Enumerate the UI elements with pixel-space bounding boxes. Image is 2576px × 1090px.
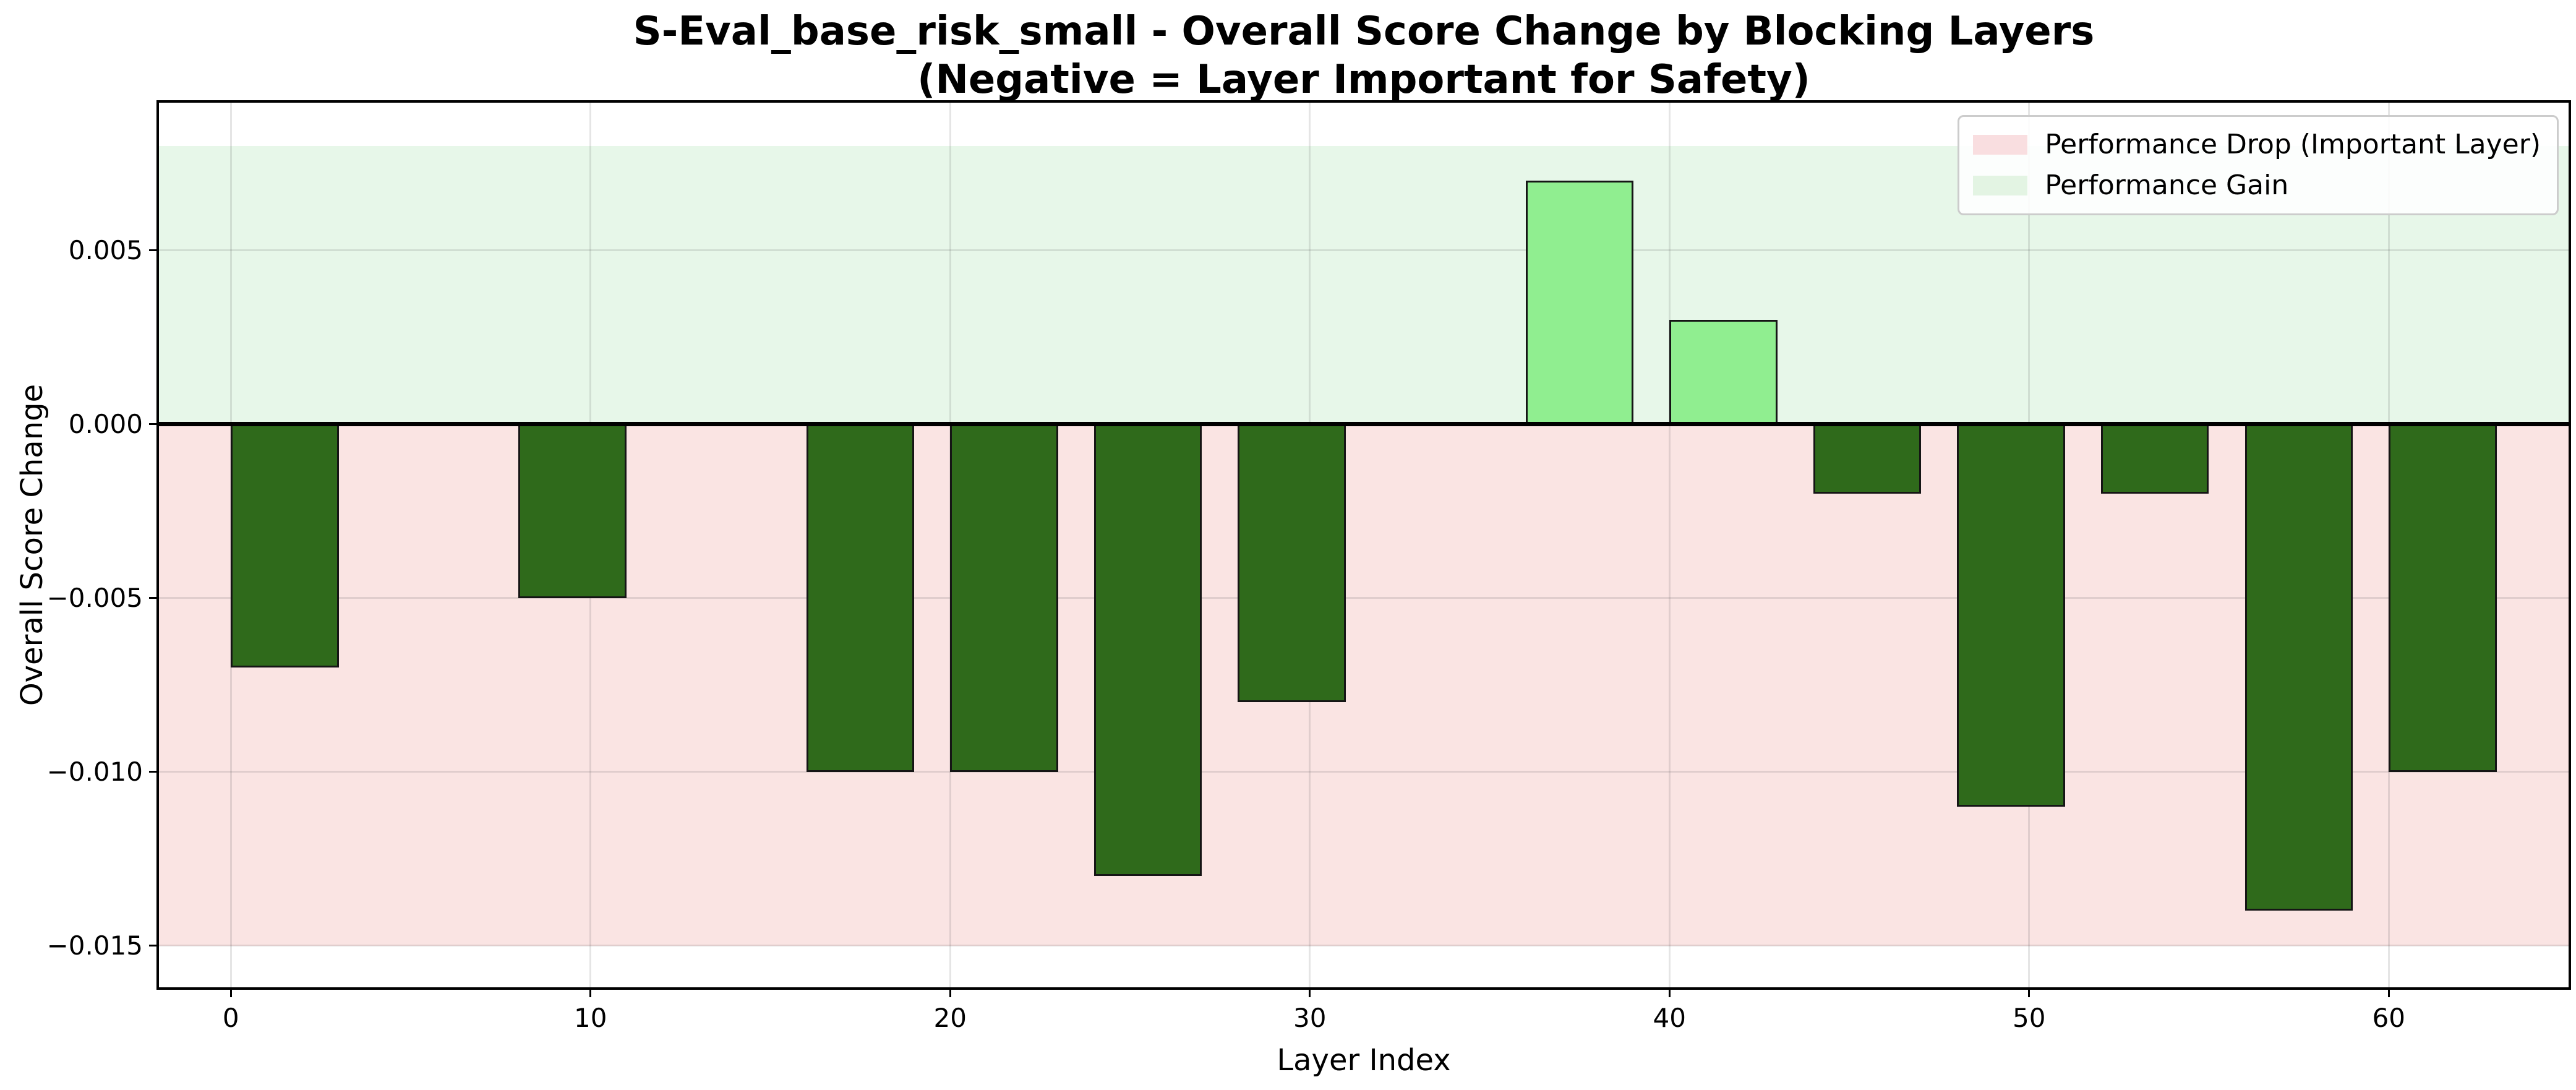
x-gridline <box>1668 103 1671 987</box>
x-tick-label: 50 <box>2013 1003 2046 1033</box>
y-tick-label: −0.015 <box>46 930 143 961</box>
performance-drop-label: Performance Drop (Important Layer) <box>2045 129 2541 160</box>
y-tick-mark <box>149 597 159 599</box>
legend: Performance Drop (Important Layer) Perfo… <box>1958 115 2559 215</box>
performance-gain-label: Performance Gain <box>2045 170 2289 201</box>
y-gridline <box>159 597 2569 599</box>
y-gridline <box>159 771 2569 773</box>
y-tick-label: 0.000 <box>68 408 143 439</box>
bar-negative <box>231 424 339 668</box>
bar-negative <box>518 424 627 598</box>
x-tick-label: 60 <box>2372 1003 2405 1033</box>
y-tick-mark <box>149 249 159 252</box>
bar-negative <box>1957 424 2065 807</box>
bar-negative <box>950 424 1058 772</box>
x-tick-label: 20 <box>933 1003 967 1033</box>
x-tick-mark <box>949 987 951 997</box>
plot-area <box>159 103 2569 987</box>
zero-line <box>159 422 2569 427</box>
bar-negative <box>806 424 915 772</box>
y-gridline <box>159 945 2569 947</box>
x-tick-mark <box>2028 987 2030 997</box>
bar-negative <box>2244 424 2353 911</box>
x-axis-label: Layer Index <box>1277 1043 1451 1078</box>
performance-gain-swatch <box>1973 176 2028 195</box>
bar-negative <box>1093 424 1202 877</box>
bar-negative <box>2389 424 2497 772</box>
y-tick-mark <box>149 945 159 947</box>
legend-row-performance-gain: Performance Gain <box>1973 170 2541 201</box>
x-tick-mark <box>1309 987 1311 997</box>
y-tick-label: 0.005 <box>68 234 143 265</box>
legend-row-performance-drop: Performance Drop (Important Layer) <box>1973 129 2541 160</box>
chart-title: S-Eval_base_risk_small - Overall Score C… <box>159 7 2569 104</box>
x-tick-mark <box>1668 987 1671 997</box>
chart-title-line1: S-Eval_base_risk_small - Overall Score C… <box>633 9 2095 54</box>
chart-title-line2: (Negative = Layer Important for Safety) <box>917 57 1810 103</box>
bar-negative <box>1813 424 1922 494</box>
bar-positive <box>1669 320 1778 424</box>
x-tick-label: 10 <box>574 1003 607 1033</box>
bar-negative <box>2101 424 2209 494</box>
x-tick-label: 30 <box>1293 1003 1327 1033</box>
bar-negative <box>1238 424 1346 703</box>
y-tick-mark <box>149 771 159 773</box>
y-gridline <box>159 249 2569 252</box>
x-tick-label: 0 <box>222 1003 239 1033</box>
y-tick-label: −0.010 <box>46 756 143 787</box>
y-tick-mark <box>149 423 159 426</box>
performance-drop-swatch <box>1973 135 2028 155</box>
x-tick-label: 40 <box>1653 1003 1686 1033</box>
x-tick-mark <box>229 987 232 997</box>
y-tick-label: −0.005 <box>46 582 143 613</box>
bar-positive <box>1525 181 1634 424</box>
x-tick-mark <box>589 987 592 997</box>
x-tick-mark <box>2387 987 2390 997</box>
